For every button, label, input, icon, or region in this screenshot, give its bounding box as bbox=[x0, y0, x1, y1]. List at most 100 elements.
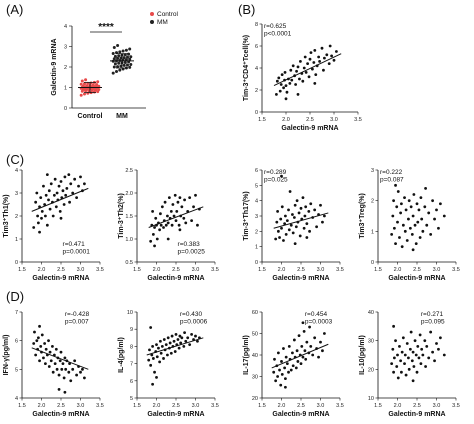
data-point bbox=[408, 226, 412, 230]
data-point bbox=[275, 220, 279, 224]
y-axis-label: Tim3⁺Treg(%) bbox=[359, 193, 366, 239]
data-point bbox=[414, 353, 418, 357]
data-point bbox=[163, 200, 167, 204]
y-tick-label: 1 bbox=[255, 245, 258, 251]
data-point bbox=[176, 200, 180, 204]
data-point bbox=[65, 187, 69, 190]
data-point bbox=[301, 79, 305, 83]
data-point bbox=[63, 390, 67, 394]
data-point bbox=[442, 353, 446, 357]
data-point bbox=[45, 223, 49, 227]
data-point bbox=[307, 75, 311, 79]
data-point bbox=[298, 77, 301, 81]
data-point bbox=[292, 338, 296, 342]
data-point bbox=[279, 83, 283, 86]
stat-annotation: p=0.087 bbox=[380, 177, 404, 184]
x-tick-label: 1.5 bbox=[18, 267, 26, 273]
data-point bbox=[173, 350, 177, 353]
data-point bbox=[117, 54, 121, 58]
data-point bbox=[112, 65, 116, 69]
data-point bbox=[321, 349, 324, 353]
data-point bbox=[291, 231, 295, 235]
x-tick-label: 3.0 bbox=[77, 267, 85, 273]
data-point bbox=[35, 339, 39, 343]
data-point bbox=[311, 67, 314, 71]
data-point bbox=[43, 342, 47, 345]
data-point bbox=[188, 343, 192, 347]
data-point bbox=[48, 350, 52, 354]
data-point bbox=[154, 216, 158, 220]
data-point bbox=[176, 338, 180, 341]
data-point bbox=[118, 68, 122, 72]
y-tick-label: 50 bbox=[252, 332, 258, 338]
chart-d3: 1.5 2.0 2.5 3.0 3.5 20 30 40 50 60 Galectin-9 mRNA… bbox=[243, 310, 344, 418]
data-point bbox=[60, 367, 64, 371]
data-point bbox=[116, 65, 120, 69]
data-point bbox=[178, 228, 182, 232]
data-point bbox=[48, 207, 52, 211]
data-point bbox=[395, 205, 399, 209]
data-point bbox=[155, 355, 159, 359]
data-point bbox=[81, 84, 85, 88]
data-point bbox=[166, 336, 170, 340]
data-point bbox=[284, 377, 287, 381]
category-label: Control bbox=[78, 113, 103, 120]
panel-label-b: (B) bbox=[238, 2, 255, 17]
data-point bbox=[160, 345, 164, 348]
x-tick-label: 2.0 bbox=[394, 403, 402, 409]
data-point bbox=[411, 248, 415, 252]
x-tick-label: 3.0 bbox=[77, 403, 85, 409]
stat-annotation: p=0.025 bbox=[264, 177, 288, 184]
data-point bbox=[419, 362, 423, 365]
data-point bbox=[184, 339, 188, 343]
data-point bbox=[274, 237, 278, 241]
data-point bbox=[151, 210, 155, 213]
data-point bbox=[55, 367, 59, 371]
y-tick-label: 7 bbox=[15, 310, 18, 316]
data-point bbox=[421, 229, 425, 233]
data-point bbox=[280, 226, 283, 230]
data-point bbox=[112, 46, 116, 50]
x-tick-label: 3.5 bbox=[336, 403, 344, 409]
data-point bbox=[59, 216, 63, 220]
data-point bbox=[400, 202, 403, 206]
data-point bbox=[54, 347, 58, 351]
data-point bbox=[43, 203, 47, 206]
data-point bbox=[291, 364, 295, 368]
data-point bbox=[282, 239, 285, 242]
data-point bbox=[36, 336, 40, 340]
data-point bbox=[164, 223, 168, 227]
y-tick-label: 0 bbox=[15, 260, 18, 266]
data-point bbox=[418, 333, 422, 337]
data-point bbox=[279, 217, 283, 221]
data-point bbox=[280, 205, 284, 209]
data-point bbox=[296, 93, 300, 96]
data-point bbox=[433, 359, 436, 363]
data-point bbox=[396, 190, 400, 193]
data-point bbox=[322, 68, 325, 72]
stat-annotation: r=0.454 bbox=[305, 311, 328, 318]
data-point bbox=[280, 372, 284, 376]
data-point bbox=[407, 199, 411, 203]
x-axis-label: Galectin-9 mRNA bbox=[272, 411, 329, 418]
data-point bbox=[169, 351, 173, 355]
data-point bbox=[302, 226, 306, 230]
data-point bbox=[162, 338, 166, 341]
data-point bbox=[83, 92, 86, 96]
y-tick-label: 0.5 bbox=[125, 260, 133, 266]
data-point bbox=[396, 376, 400, 380]
x-tick-label: 3.5 bbox=[211, 267, 219, 273]
x-tick-label: 2.5 bbox=[57, 403, 65, 409]
x-axis-label: Galectin-9 mRNA bbox=[281, 125, 338, 132]
x-tick-label: 3.0 bbox=[192, 403, 200, 409]
data-point bbox=[435, 342, 438, 345]
x-tick-label: 3.5 bbox=[96, 403, 104, 409]
stat-annotation: r=0.222 bbox=[380, 169, 403, 176]
data-point bbox=[32, 226, 36, 229]
y-tick-label: 0 bbox=[371, 260, 374, 266]
data-point bbox=[158, 228, 162, 232]
data-point bbox=[400, 350, 404, 354]
data-point bbox=[413, 223, 417, 227]
data-point bbox=[425, 223, 429, 227]
y-axis-label: IL-10(pg/ml) bbox=[359, 335, 366, 375]
